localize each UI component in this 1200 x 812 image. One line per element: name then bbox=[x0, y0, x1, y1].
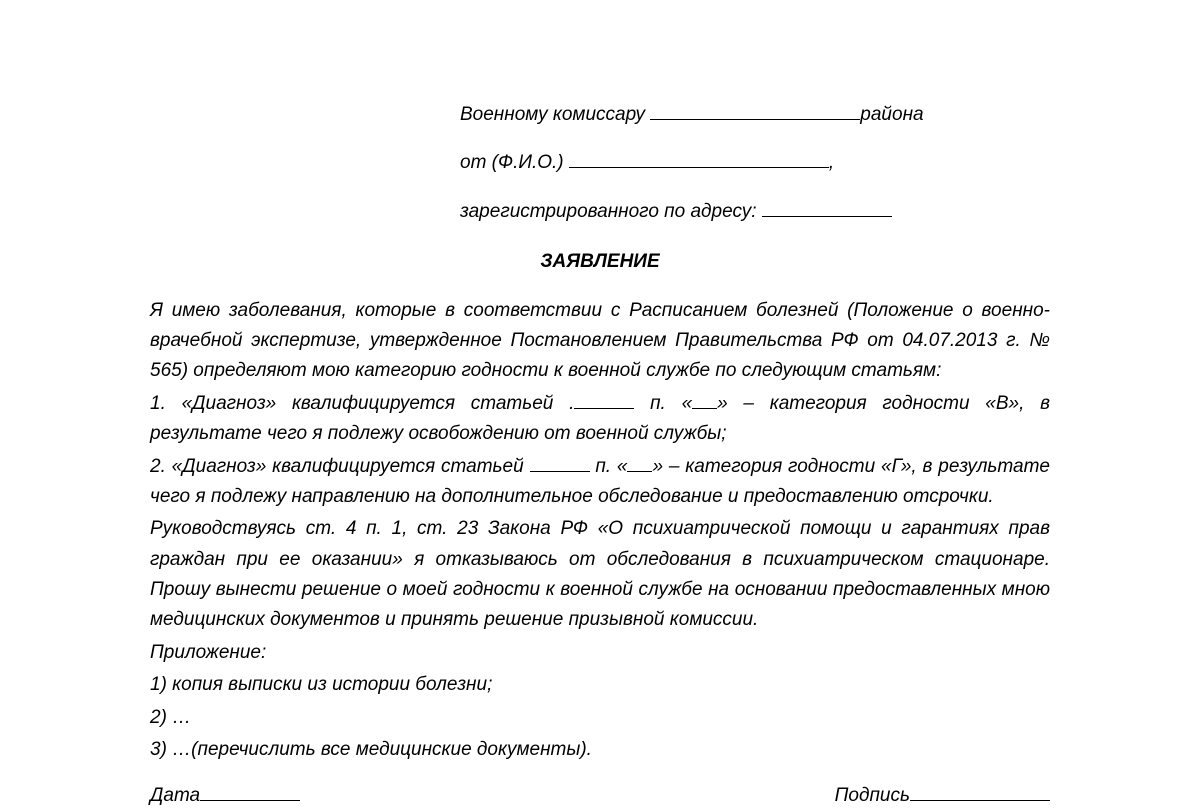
addressee-commissar-label: Военному комиссару bbox=[460, 104, 650, 125]
legal-paragraph: Руководствуясь ст. 4 п. 1, ст. 23 Закона… bbox=[150, 514, 1050, 636]
diagnosis-item-2: 2. «Диагноз» квалифицируется статьей п. … bbox=[150, 452, 1050, 513]
addressee-block: Военному комиссару района от (Ф.И.О.) , … bbox=[460, 100, 1050, 227]
blank-address bbox=[762, 216, 892, 217]
footer-row: Дата Подпись bbox=[150, 781, 1050, 811]
attachment-1: 1) копия выписки из истории болезни; bbox=[150, 670, 1050, 700]
blank-signature bbox=[910, 800, 1050, 801]
addressee-from-comma: , bbox=[829, 152, 834, 173]
addressee-from-label: от (Ф.И.О.) bbox=[460, 152, 569, 173]
blank-date bbox=[200, 800, 300, 801]
diag1-part-b: п. « bbox=[634, 393, 692, 414]
blank-article-2 bbox=[530, 471, 590, 472]
addressee-line-1: Военному комиссару района bbox=[460, 100, 1050, 130]
blank-fio bbox=[569, 167, 829, 168]
date-label: Дата bbox=[150, 785, 200, 806]
attachment-3: 3) …(перечислить все медицинские докумен… bbox=[150, 735, 1050, 765]
signature-label: Подпись bbox=[835, 785, 910, 806]
diag2-part-a: 2. «Диагноз» квалифицируется статьей bbox=[150, 456, 530, 477]
blank-article-1 bbox=[574, 408, 634, 409]
addressee-line-3: зарегистрированного по адресу: bbox=[460, 197, 1050, 227]
addressee-address-label: зарегистрированного по адресу: bbox=[460, 201, 762, 222]
date-field: Дата bbox=[150, 781, 300, 811]
diagnosis-item-1: 1. «Диагноз» квалифицируется статьей . п… bbox=[150, 389, 1050, 450]
diag1-part-a: 1. «Диагноз» квалифицируется статьей . bbox=[150, 393, 574, 414]
blank-point-1 bbox=[692, 408, 717, 409]
diag2-part-b: п. « bbox=[590, 456, 628, 477]
attachment-2: 2) … bbox=[150, 703, 1050, 733]
blank-point-2 bbox=[627, 471, 652, 472]
document-title: ЗАЯВЛЕНИЕ bbox=[150, 247, 1050, 277]
attachments-title: Приложение: bbox=[150, 638, 1050, 668]
intro-paragraph: Я имею заболевания, которые в соответств… bbox=[150, 296, 1050, 387]
blank-district bbox=[650, 119, 860, 120]
signature-field: Подпись bbox=[835, 781, 1050, 811]
addressee-line-2: от (Ф.И.О.) , bbox=[460, 148, 1050, 178]
addressee-district-suffix: района bbox=[860, 104, 923, 125]
